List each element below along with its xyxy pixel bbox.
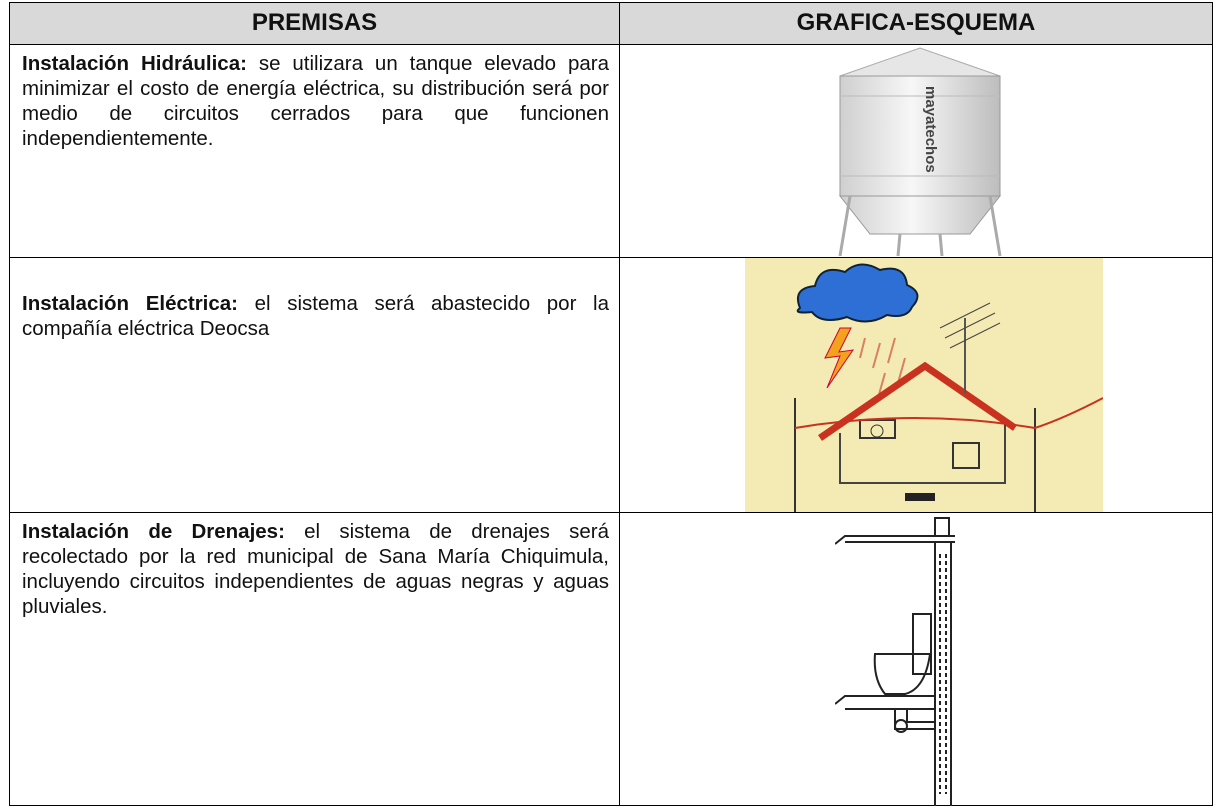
tank-brand: mayatechos [922,86,939,173]
premise-label: Instalación Hidráulica: [22,52,247,75]
premise-text: el sistema de drenajes será recolectado … [22,520,609,618]
electric-illustration [745,258,1103,512]
premise-cell: Instalación de Drenajes: el sistema de d… [9,512,620,806]
header-cell: GRAFICA-ESQUEMA [619,2,1213,45]
header-cell: PREMISAS [9,2,620,45]
premise-text: se utilizara un tanque elevado para mini… [22,52,609,150]
image-cell [619,512,1213,806]
tank-illustration: mayatechos [838,47,1002,256]
premise-cell: Instalación Hidráulica: se utilizara un … [9,44,620,258]
header-text: GRAFICA-ESQUEMA [796,9,1036,36]
premise-text: el sistema será abastecido por la compañ… [22,292,609,340]
premise-label: Instalación de Drenajes: [22,520,285,543]
header-text: PREMISAS [251,9,378,36]
drain-illustration [835,517,955,806]
premise-cell: Instalación Eléctrica: el sistema será a… [9,257,620,513]
premise-label: Instalación Eléctrica: [22,292,239,315]
